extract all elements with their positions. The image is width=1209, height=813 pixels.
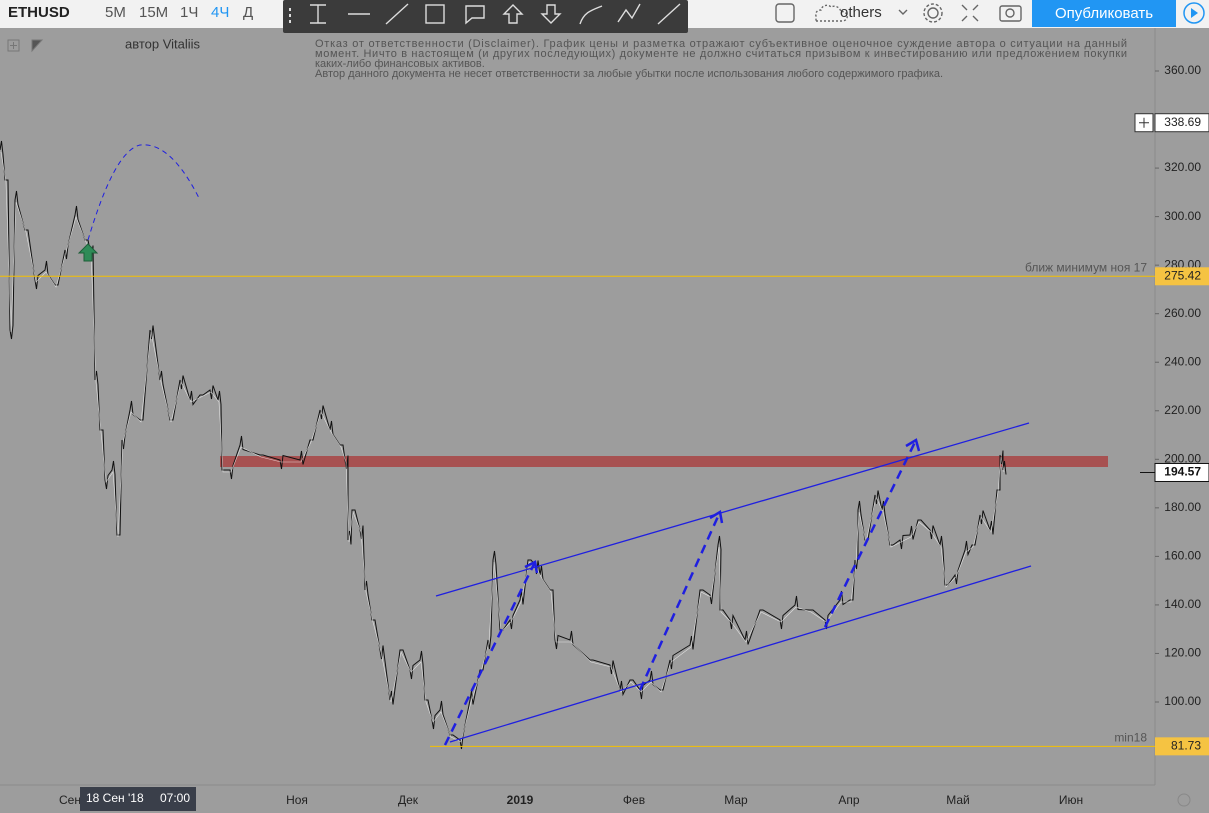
crosshair-price-box (1154, 113, 1209, 133)
drawing-toolbar (283, 0, 688, 33)
time-label: Ноя (286, 793, 308, 807)
crosshair-time: 07:00 (160, 791, 190, 805)
time-label: Мар (724, 793, 748, 807)
price-tick-label: 360.00 (1164, 63, 1201, 77)
price-tick-label: 300.00 (1164, 209, 1201, 223)
level-price-box (1155, 737, 1209, 756)
last-price-label: 194.57 (1164, 465, 1201, 479)
disclaimer-line: Отказ от ответственности (Disclaimer). Г… (315, 38, 1127, 50)
time-label: Май (946, 793, 970, 807)
level-price-label: 275.42 (1164, 268, 1201, 282)
interval-button[interactable]: 1Ч (180, 4, 198, 21)
crosshair-time-box (80, 787, 196, 811)
interval-button[interactable]: 15М (139, 4, 168, 21)
crosshair-date: 18 Сен '18 (86, 791, 144, 805)
forecast-arc (87, 144, 201, 241)
price-axis (1155, 28, 1209, 785)
arrow-heads (524, 438, 921, 574)
interval-button[interactable]: 4Ч (211, 4, 229, 21)
resistance-zone (220, 456, 1108, 467)
buy-arrow (77, 243, 99, 262)
level-price-box (1155, 267, 1209, 286)
crosshair-price-label: 338.69 (1164, 115, 1201, 129)
chart-top-left-icons (7, 39, 44, 53)
time-label: Сен (59, 793, 81, 807)
price-tick-label: 180.00 (1164, 500, 1201, 514)
disclaimer-line: каких-либо финансовых активов. (315, 58, 485, 70)
settings-icon[interactable] (1177, 793, 1191, 807)
layout-name[interactable]: others (840, 4, 882, 21)
price-tick-label: 160.00 (1164, 549, 1201, 563)
time-label: Дек (398, 793, 419, 807)
projection-arrows (443, 439, 918, 746)
time-label: 2019 (507, 793, 534, 807)
drawing-tool-icons (289, 3, 681, 25)
price-tick-label: 260.00 (1164, 306, 1201, 320)
price-tick-label: 240.00 (1164, 354, 1201, 368)
disclaimer-line: Автор данного документа не несет ответст… (315, 68, 943, 80)
price-tick-label: 200.00 (1164, 451, 1201, 465)
level-note: min18 (1114, 731, 1147, 745)
price-tick-label: 320.00 (1164, 160, 1201, 174)
publish-button[interactable] (1032, 0, 1176, 27)
level-price-label: 81.73 (1171, 739, 1201, 753)
price-trace-highlight (0, 151, 1005, 743)
interval-button[interactable]: 5М (105, 4, 126, 21)
last-price-box (1154, 462, 1209, 482)
time-label: Фев (623, 793, 645, 807)
price-tick-label: 220.00 (1164, 403, 1201, 417)
publish-label: Опубликовать (1055, 5, 1153, 22)
time-label: Апр (838, 793, 860, 807)
interval-button[interactable]: Д (243, 4, 253, 21)
time-label: Июн (1059, 793, 1083, 807)
disclaimer-line: момент. Ничто в настоящем (и других посл… (315, 48, 1127, 60)
symbol: ETHUSD (8, 4, 70, 21)
replay-button[interactable] (1183, 2, 1205, 24)
author: автор Vitaliis (125, 36, 201, 51)
price-tick-label: 120.00 (1164, 646, 1201, 660)
replay-icon (1191, 8, 1198, 18)
plus-icon (1139, 117, 1149, 128)
level-note: ближ минимум ноя 17 (1025, 260, 1147, 274)
price-tick-label: 140.00 (1164, 597, 1201, 611)
price-tick-label: 100.00 (1164, 694, 1201, 708)
top-right-icons (775, 3, 1022, 23)
